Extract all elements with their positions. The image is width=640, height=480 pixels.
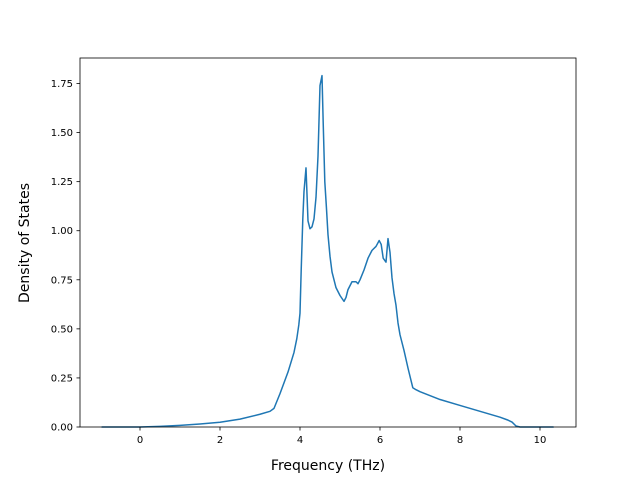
x-tick-label: 4	[297, 435, 303, 446]
y-tick-label: 1.75	[51, 79, 73, 90]
x-tick-label: 6	[377, 435, 383, 446]
y-tick-label: 1.00	[51, 226, 73, 237]
x-axis: 0 2 4 6 8 10	[137, 427, 547, 446]
y-axis: 0.00 0.25 0.50 0.75 1.00 1.25 1.50 1.75	[51, 79, 80, 434]
x-tick-label: 0	[137, 435, 143, 446]
y-tick-label: 0.25	[51, 373, 73, 384]
y-tick-label: 1.50	[51, 128, 73, 139]
y-axis-title: Density of States	[17, 183, 33, 303]
x-axis-title: Frequency (THz)	[271, 458, 385, 474]
y-tick-label: 0.75	[51, 275, 73, 286]
x-tick-label: 10	[534, 435, 547, 446]
x-tick-label: 8	[457, 435, 463, 446]
y-tick-label: 0.00	[51, 423, 73, 434]
series-line-0	[101, 74, 554, 428]
x-tick-label: 2	[217, 435, 223, 446]
y-tick-label: 0.50	[51, 324, 73, 335]
axes-frame	[79, 57, 577, 428]
plot-area	[79, 57, 577, 428]
y-tick-label: 1.25	[51, 177, 73, 188]
